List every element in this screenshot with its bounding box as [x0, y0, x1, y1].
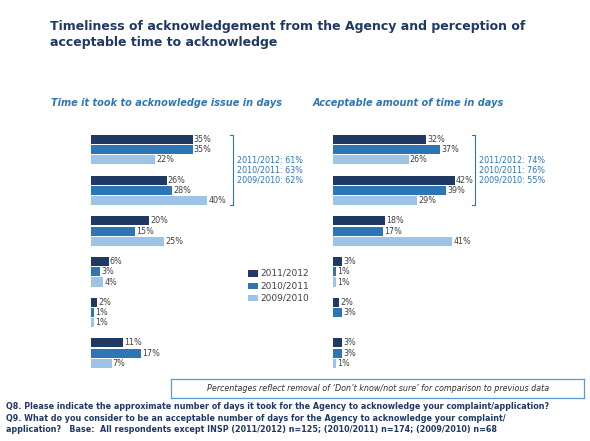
- Text: 3%: 3%: [343, 308, 356, 317]
- Text: 1%: 1%: [96, 308, 108, 317]
- Bar: [91, 216, 149, 225]
- Text: 1%: 1%: [337, 267, 350, 276]
- Text: Timeliness of acknowledgement from the Agency and perception of
acceptable time : Timeliness of acknowledgement from the A…: [50, 20, 525, 49]
- Text: 28%: 28%: [173, 186, 192, 195]
- Bar: [333, 257, 342, 266]
- Text: 32%: 32%: [427, 135, 445, 144]
- Text: 25%: 25%: [165, 237, 183, 246]
- Text: 42%: 42%: [456, 176, 474, 184]
- Bar: [333, 348, 342, 358]
- Bar: [91, 359, 112, 368]
- Bar: [91, 298, 97, 306]
- Text: 1%: 1%: [337, 359, 350, 368]
- Text: 6%: 6%: [110, 257, 123, 266]
- Text: Percentages reflect removal of ‘Don’t know/not sure’ for comparison to previous : Percentages reflect removal of ‘Don’t kn…: [206, 384, 549, 393]
- Text: 3%: 3%: [101, 267, 114, 276]
- Text: 2%: 2%: [340, 298, 353, 306]
- Bar: [333, 135, 426, 144]
- Bar: [91, 257, 109, 266]
- Text: 1%: 1%: [337, 277, 350, 287]
- Bar: [91, 318, 94, 327]
- Text: 2%: 2%: [99, 298, 112, 306]
- Bar: [91, 176, 167, 184]
- Text: 35%: 35%: [194, 145, 212, 154]
- Text: 1%: 1%: [96, 318, 108, 327]
- Bar: [333, 298, 339, 306]
- Bar: [333, 277, 336, 287]
- Bar: [91, 155, 155, 164]
- Text: 3%: 3%: [343, 338, 356, 348]
- Text: 20%: 20%: [150, 216, 168, 225]
- Bar: [333, 227, 382, 235]
- Bar: [333, 359, 336, 368]
- Bar: [333, 308, 342, 317]
- Text: Acceptable amount of time in days: Acceptable amount of time in days: [313, 98, 504, 108]
- Text: 2009/2010: 2009/2010: [261, 294, 310, 303]
- Text: 2011/2012: 2011/2012: [261, 269, 309, 278]
- Bar: [333, 145, 440, 154]
- Text: 37%: 37%: [441, 145, 460, 154]
- Text: 11%: 11%: [124, 338, 142, 348]
- Text: 26%: 26%: [409, 155, 428, 164]
- Bar: [91, 227, 135, 235]
- Bar: [91, 267, 100, 276]
- Text: 2011/2012: 61%
2010/2011: 63%
2009/2010: 62%: 2011/2012: 61% 2010/2011: 63% 2009/2010:…: [237, 155, 303, 185]
- Text: 39%: 39%: [447, 186, 466, 195]
- Bar: [333, 216, 385, 225]
- Text: 15%: 15%: [136, 227, 154, 235]
- Text: 17%: 17%: [384, 227, 402, 235]
- Bar: [333, 267, 336, 276]
- Bar: [333, 155, 408, 164]
- Bar: [91, 145, 193, 154]
- Text: 7%: 7%: [113, 359, 126, 368]
- Bar: [91, 135, 193, 144]
- Text: 40%: 40%: [208, 196, 226, 205]
- Text: 4%: 4%: [104, 277, 117, 287]
- Text: Q8. Please indicate the approximate number of days it took for the Agency to ack: Q8. Please indicate the approximate numb…: [6, 402, 549, 434]
- Bar: [91, 277, 103, 287]
- Text: 29%: 29%: [418, 196, 437, 205]
- Bar: [333, 338, 342, 348]
- Bar: [91, 237, 164, 246]
- Bar: [91, 348, 140, 358]
- Text: Time it took to acknowledge issue in days: Time it took to acknowledge issue in day…: [51, 98, 282, 108]
- Bar: [91, 308, 94, 317]
- Bar: [333, 237, 452, 246]
- Text: 18%: 18%: [386, 216, 404, 225]
- Text: 17%: 17%: [142, 348, 160, 358]
- Text: 3%: 3%: [343, 257, 356, 266]
- Bar: [91, 186, 172, 195]
- Text: 2010/2011: 2010/2011: [261, 281, 310, 290]
- Bar: [333, 176, 455, 184]
- Bar: [91, 196, 207, 205]
- Text: 41%: 41%: [453, 237, 471, 246]
- Bar: [333, 196, 417, 205]
- Text: 22%: 22%: [156, 155, 174, 164]
- Bar: [91, 338, 123, 348]
- Text: 3%: 3%: [343, 348, 356, 358]
- Text: 2011/2012: 74%
2010/2011: 76%
2009/2010: 55%: 2011/2012: 74% 2010/2011: 76% 2009/2010:…: [478, 155, 545, 185]
- Bar: [333, 186, 446, 195]
- Text: 35%: 35%: [194, 135, 212, 144]
- Text: 26%: 26%: [168, 176, 186, 184]
- Text: Ipsos: Ipsos: [9, 34, 40, 44]
